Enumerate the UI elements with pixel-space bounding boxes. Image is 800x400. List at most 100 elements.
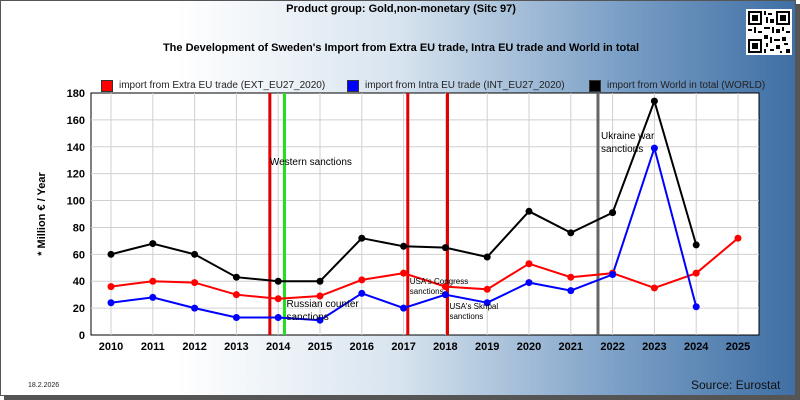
data-point [107,250,115,258]
data-point [191,279,199,287]
x-tick-label: 2011 [141,341,165,353]
y-tick-label: 60 [73,249,85,261]
x-tick-label: 2024 [684,341,709,353]
sanction-annotation: USA's Skripal [449,302,498,311]
qr-code-icon [746,9,792,55]
date-stamp: 18.2.2026 [28,382,60,389]
x-tick-label: 2020 [517,341,541,353]
x-tick-label: 2010 [99,341,123,353]
data-point [316,277,324,285]
x-tick-label: 2012 [182,341,206,353]
data-point [149,277,157,285]
sanction-annotation: Ukraine war [601,131,655,142]
x-tick-label: 2016 [350,341,374,353]
data-point [107,283,115,291]
y-tick-label: 100 [67,196,85,208]
data-point [734,234,742,242]
data-point [567,229,575,237]
legend: import from Extra EU trade (EXT_EU27_202… [1,78,795,96]
x-tick-label: 2013 [224,341,248,353]
data-point [525,260,533,268]
data-point [316,316,324,324]
data-point [232,314,240,322]
sanction-annotation: sanctions [410,287,444,296]
data-point [567,287,575,295]
data-point [483,299,491,307]
data-point [650,144,658,152]
y-tick-label: 120 [67,169,85,181]
x-tick-label: 2021 [559,341,583,353]
series-points [107,97,742,324]
data-point [567,273,575,281]
data-point [274,277,282,285]
data-point [483,285,491,293]
data-point [483,253,491,261]
data-point [692,241,700,249]
sanction-annotation: sanctions [449,312,483,321]
sanction-annotation: sanctions [286,312,328,323]
x-tick-label: 2019 [475,341,499,353]
chart-subtitle: The Development of Sweden's Import from … [162,42,640,54]
data-point [650,284,658,292]
annotations: Western sanctions Russian counter sanction… [270,131,655,323]
legend-label-intra-eu: import from Intra EU trade (INT_EU27_202… [365,80,565,91]
y-tick-label: 40 [73,276,85,288]
data-point [400,242,408,250]
sanction-annotation: USA's Congress [410,277,468,286]
data-point [441,283,449,291]
y-axis-ticks: 0 20 40 60 80 100 120 140 160 180 [67,88,85,342]
y-tick-label: 160 [67,115,85,127]
data-point [149,293,157,301]
x-tick-label: 2015 [308,341,332,353]
data-point [191,250,199,258]
data-point [400,269,408,277]
data-point [441,244,449,252]
chart-title: Product group: Gold,non-monetary (Sitc 9… [286,3,516,15]
legend-swatch-intra-eu [347,80,359,92]
data-point [650,97,658,105]
data-point [107,299,115,307]
x-tick-label: 2014 [266,341,291,353]
y-tick-label: 140 [67,142,85,154]
x-tick-label: 2018 [433,341,457,353]
x-tick-label: 2025 [726,341,750,353]
data-point [692,269,700,277]
y-tick-label: 0 [79,330,85,342]
y-tick-label: 80 [73,222,85,234]
data-point [358,289,366,297]
data-point [400,304,408,312]
data-point [149,240,157,248]
plot-area [90,92,760,336]
source-note: Source: Eurostat [691,378,781,392]
data-point [316,292,324,300]
sanction-lines [268,93,600,335]
legend-label-world: import from World in total (WORLD) [607,80,766,91]
x-tick-label: 2017 [391,341,415,353]
y-axis-label: * Million € / Year [36,172,48,256]
y-tick-label: 20 [73,303,85,315]
data-point [274,314,282,322]
x-tick-label: 2023 [642,341,666,353]
x-tick-label: 2022 [600,341,624,353]
sanction-annotation: sanctions [601,144,643,155]
data-point [232,291,240,299]
x-axis-ticks: 2010 2011 2012 2013 2014 2015 2016 2017 2018 2019… [99,341,750,353]
legend-swatch-extra-eu [101,80,113,92]
data-point [358,234,366,242]
data-point [191,304,199,312]
data-point [441,291,449,299]
data-point [232,273,240,281]
legend-label-extra-eu: import from Extra EU trade (EXT_EU27_202… [119,80,326,91]
series-line-0 [110,237,739,300]
data-point [692,303,700,311]
sanction-annotation: Western sanctions [270,157,352,168]
data-point [609,209,617,217]
data-point [609,271,617,278]
data-point [358,276,366,284]
data-point [525,207,533,215]
sanction-annotation: Russian counter [286,299,359,310]
data-point [274,295,282,303]
data-point [525,279,533,287]
